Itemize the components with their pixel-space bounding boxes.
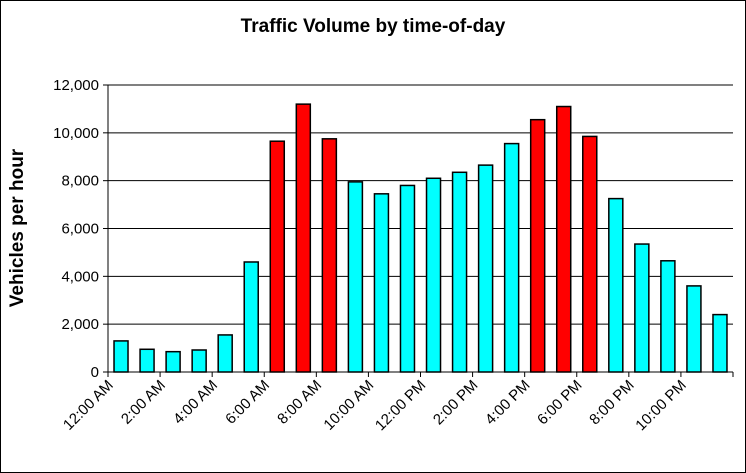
y-tick-label: 0 (91, 364, 99, 381)
bar (373, 193, 390, 373)
bar (686, 285, 702, 373)
x-tick-label: 4:00 PM (482, 377, 534, 429)
x-tick-label: 8:00 PM (586, 377, 638, 429)
bar-peak (295, 103, 312, 373)
y-tick-label: 2,000 (61, 316, 99, 333)
x-tick-label: 6:00 AM (222, 377, 273, 428)
bar (243, 261, 259, 373)
bar-peak (321, 138, 338, 373)
bar (608, 197, 624, 373)
bar (217, 334, 233, 373)
x-tick-label: 2:00 AM (118, 377, 169, 428)
x-tick-label: 4:00 AM (170, 377, 221, 428)
bar-peak (529, 118, 546, 373)
bar (139, 348, 155, 373)
grid-lines (108, 84, 733, 325)
bar (477, 164, 494, 373)
x-tick-label: 2:00 PM (430, 377, 482, 429)
y-tick-label: 10,000 (53, 125, 99, 142)
bar-peak (555, 105, 572, 373)
x-tick-labels: 12:00 AM 2:00 AM 4:00 AM 6:00 AM 8:00 AM10:0… (60, 377, 690, 434)
x-tick-label: 8:00 AM (274, 377, 325, 428)
bar (399, 184, 416, 373)
bars (113, 103, 728, 373)
bar (660, 260, 676, 373)
bar (191, 349, 207, 373)
bar (347, 181, 364, 373)
x-tick-label: 10:00 PM (632, 377, 689, 434)
bar-peak (582, 135, 598, 373)
bar (113, 340, 129, 373)
x-tick-label: 12:00 AM (60, 377, 117, 434)
y-tick-label: 8,000 (61, 173, 99, 190)
bar (634, 243, 650, 373)
x-tick-label: 6:00 PM (534, 377, 586, 429)
bar (451, 171, 468, 373)
bar (425, 177, 442, 373)
bar (712, 313, 728, 373)
x-tick-label: 10:00 AM (320, 377, 377, 434)
bar (165, 350, 181, 373)
bar (503, 142, 520, 373)
x-tick-label: 12:00 PM (372, 377, 429, 434)
y-tick-label: 4,000 (61, 268, 99, 285)
y-tick-label: 12,000 (53, 77, 99, 94)
y-tick-label: 6,000 (61, 221, 99, 238)
axes (103, 84, 734, 377)
y-tick-labels: 0 2,000 4,000 6,000 8,000 10,000 12,000 (53, 77, 99, 381)
bar-peak (269, 140, 286, 373)
chart-title: Traffic Volume by time-of-day (240, 16, 506, 37)
